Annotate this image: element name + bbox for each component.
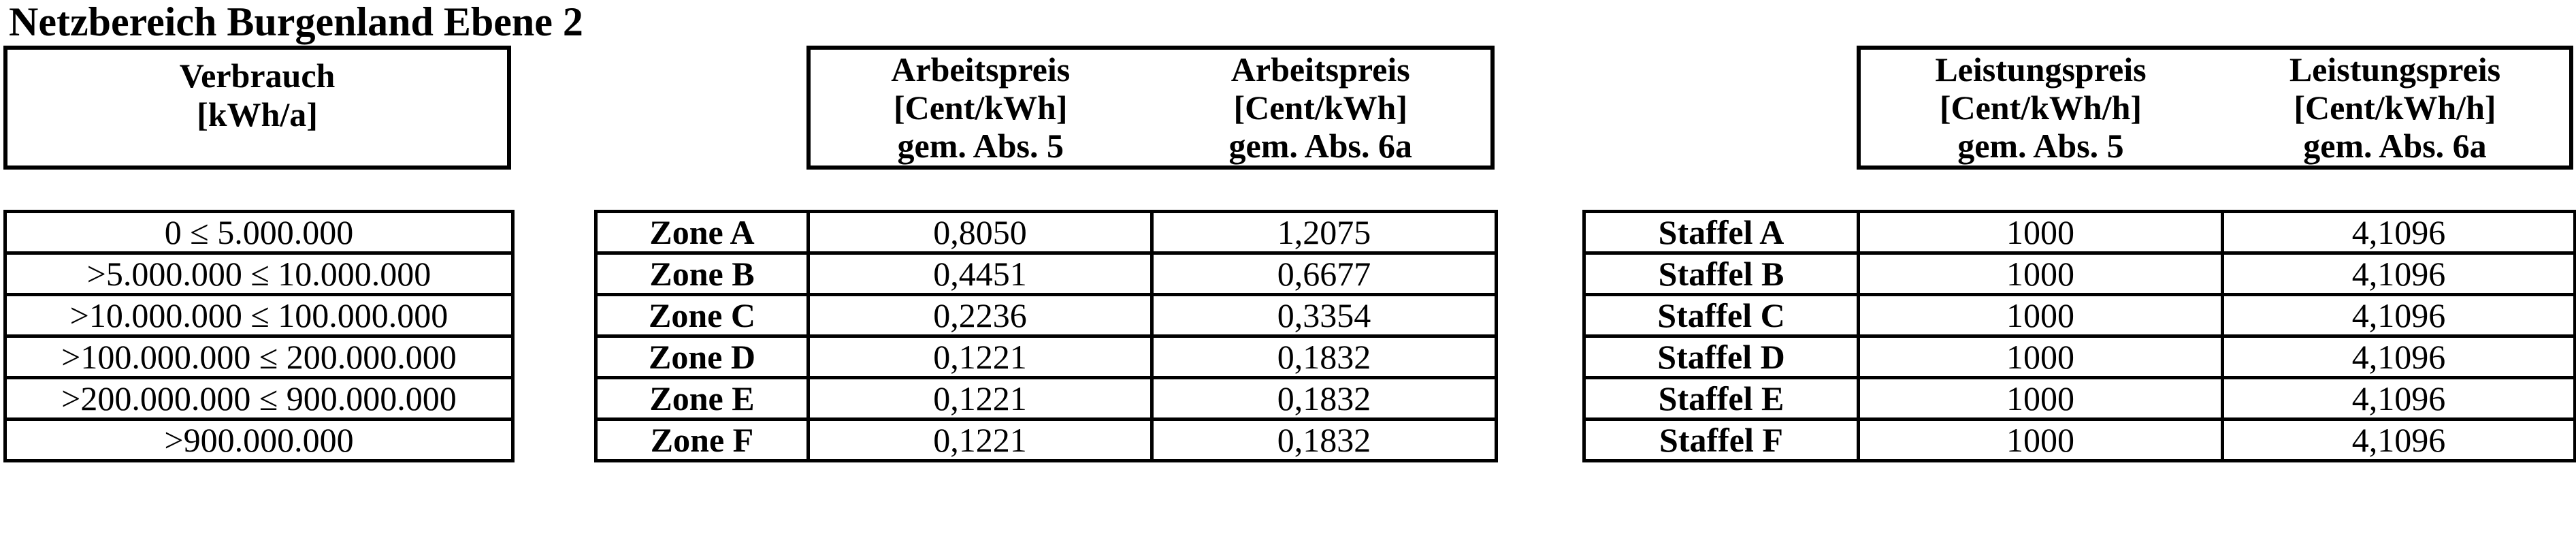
table-row: Staffel D 1000 4,1096	[1582, 334, 2576, 379]
staffel-abs6a-cell: 4,1096	[2221, 417, 2576, 462]
arbeitspreis-abs5-line3: gem. Abs. 5	[897, 127, 1064, 165]
table-row: Zone D 0,1221 0,1832	[594, 334, 1498, 379]
arbeitspreis-abs6a-line2: [Cent/kWh]	[1233, 89, 1408, 127]
zone-abs6a-cell: 0,6677	[1150, 251, 1498, 296]
zone-abs5-cell: 0,2236	[806, 293, 1154, 338]
zone-abs6a-cell: 0,1832	[1150, 334, 1498, 379]
leistungspreis-abs5-line2: [Cent/kWh/h]	[1939, 89, 2142, 127]
leistungspreis-abs5-line3: gem. Abs. 5	[1957, 127, 2124, 165]
leistungspreis-abs6a-line1: Leistungspreis	[2289, 50, 2501, 89]
arbeitspreis-header-col-abs6a: Arbeitspreis [Cent/kWh] gem. Abs. 6a	[1151, 50, 1491, 165]
table-row: >5.000.000 ≤ 10.000.000	[3, 251, 515, 296]
table-row: Staffel F 1000 4,1096	[1582, 417, 2576, 462]
zone-label-cell: Zone F	[594, 417, 810, 462]
zone-table: Zone A 0,8050 1,2075 Zone B 0,4451 0,667…	[594, 210, 1498, 462]
table-row: Zone E 0,1221 0,1832	[594, 376, 1498, 421]
arbeitspreis-header-box: Arbeitspreis [Cent/kWh] gem. Abs. 5 Arbe…	[806, 46, 1495, 170]
staffel-abs5-cell: 1000	[1857, 376, 2224, 421]
zone-label-cell: Zone E	[594, 376, 810, 421]
leistungspreis-abs5-line1: Leistungspreis	[1935, 50, 2147, 89]
leistungspreis-header-col-abs6a: Leistungspreis [Cent/kWh/h] gem. Abs. 6a	[2221, 50, 2569, 165]
table-row: >900.000.000	[3, 417, 515, 462]
staffel-label-cell: Staffel C	[1582, 293, 1860, 338]
table-row: Zone C 0,2236 0,3354	[594, 293, 1498, 338]
staffel-abs5-cell: 1000	[1857, 251, 2224, 296]
staffel-label-cell: Staffel B	[1582, 251, 1860, 296]
staffel-abs5-cell: 1000	[1857, 334, 2224, 379]
zone-abs5-cell: 0,1221	[806, 376, 1154, 421]
zone-abs6a-cell: 1,2075	[1150, 210, 1498, 255]
leistungspreis-abs6a-line2: [Cent/kWh/h]	[2294, 89, 2496, 127]
arbeitspreis-abs5-line2: [Cent/kWh]	[893, 89, 1068, 127]
verbrauch-range-cell: >100.000.000 ≤ 200.000.000	[3, 334, 515, 379]
staffel-abs6a-cell: 4,1096	[2221, 334, 2576, 379]
zone-abs5-cell: 0,1221	[806, 334, 1154, 379]
staffel-abs5-cell: 1000	[1857, 210, 2224, 255]
verbrauch-range-cell: >900.000.000	[3, 417, 515, 462]
zone-label-cell: Zone B	[594, 251, 810, 296]
verbrauch-range-cell: >10.000.000 ≤ 100.000.000	[3, 293, 515, 338]
staffel-abs5-cell: 1000	[1857, 417, 2224, 462]
table-row: Zone B 0,4451 0,6677	[594, 251, 1498, 296]
table-row: Zone A 0,8050 1,2075	[594, 210, 1498, 255]
staffel-table: Staffel A 1000 4,1096 Staffel B 1000 4,1…	[1582, 210, 2576, 462]
table-row: >100.000.000 ≤ 200.000.000	[3, 334, 515, 379]
verbrauch-table: 0 ≤ 5.000.000 >5.000.000 ≤ 10.000.000 >1…	[3, 210, 515, 462]
zone-abs5-cell: 0,1221	[806, 417, 1154, 462]
staffel-label-cell: Staffel E	[1582, 376, 1860, 421]
zone-abs6a-cell: 0,1832	[1150, 417, 1498, 462]
zone-label-cell: Zone C	[594, 293, 810, 338]
arbeitspreis-abs6a-line3: gem. Abs. 6a	[1228, 127, 1412, 165]
leistungspreis-header-col-abs5: Leistungspreis [Cent/kWh/h] gem. Abs. 5	[1861, 50, 2221, 165]
table-row: >10.000.000 ≤ 100.000.000	[3, 293, 515, 338]
staffel-abs6a-cell: 4,1096	[2221, 210, 2576, 255]
staffel-label-cell: Staffel D	[1582, 334, 1860, 379]
staffel-abs5-cell: 1000	[1857, 293, 2224, 338]
table-row: >200.000.000 ≤ 900.000.000	[3, 376, 515, 421]
zone-label-cell: Zone A	[594, 210, 810, 255]
staffel-abs6a-cell: 4,1096	[2221, 251, 2576, 296]
zone-abs5-cell: 0,8050	[806, 210, 1154, 255]
staffel-label-cell: Staffel A	[1582, 210, 1860, 255]
staffel-abs6a-cell: 4,1096	[2221, 293, 2576, 338]
arbeitspreis-abs5-line1: Arbeitspreis	[891, 50, 1071, 89]
staffel-abs6a-cell: 4,1096	[2221, 376, 2576, 421]
table-row: Staffel B 1000 4,1096	[1582, 251, 2576, 296]
table-row: Zone F 0,1221 0,1832	[594, 417, 1498, 462]
verbrauch-header-line2: [kWh/a]	[197, 95, 318, 133]
arbeitspreis-abs6a-line1: Arbeitspreis	[1230, 50, 1410, 89]
verbrauch-range-cell: >5.000.000 ≤ 10.000.000	[3, 251, 515, 296]
zone-abs6a-cell: 0,3354	[1150, 293, 1498, 338]
zone-abs5-cell: 0,4451	[806, 251, 1154, 296]
staffel-label-cell: Staffel F	[1582, 417, 1860, 462]
table-row: Staffel E 1000 4,1096	[1582, 376, 2576, 421]
arbeitspreis-header-col-abs5: Arbeitspreis [Cent/kWh] gem. Abs. 5	[811, 50, 1151, 165]
table-row: Staffel C 1000 4,1096	[1582, 293, 2576, 338]
leistungspreis-header-box: Leistungspreis [Cent/kWh/h] gem. Abs. 5 …	[1857, 46, 2573, 170]
zone-label-cell: Zone D	[594, 334, 810, 379]
leistungspreis-abs6a-line3: gem. Abs. 6a	[2303, 127, 2487, 165]
page-title: Netzbereich Burgenland Ebene 2	[9, 0, 583, 44]
verbrauch-range-cell: 0 ≤ 5.000.000	[3, 210, 515, 255]
verbrauch-header-line1: Verbrauch	[179, 57, 336, 95]
table-row: Staffel A 1000 4,1096	[1582, 210, 2576, 255]
zone-abs6a-cell: 0,1832	[1150, 376, 1498, 421]
table-row: 0 ≤ 5.000.000	[3, 210, 515, 255]
verbrauch-range-cell: >200.000.000 ≤ 900.000.000	[3, 376, 515, 421]
verbrauch-header-box: Verbrauch [kWh/a]	[3, 46, 511, 170]
